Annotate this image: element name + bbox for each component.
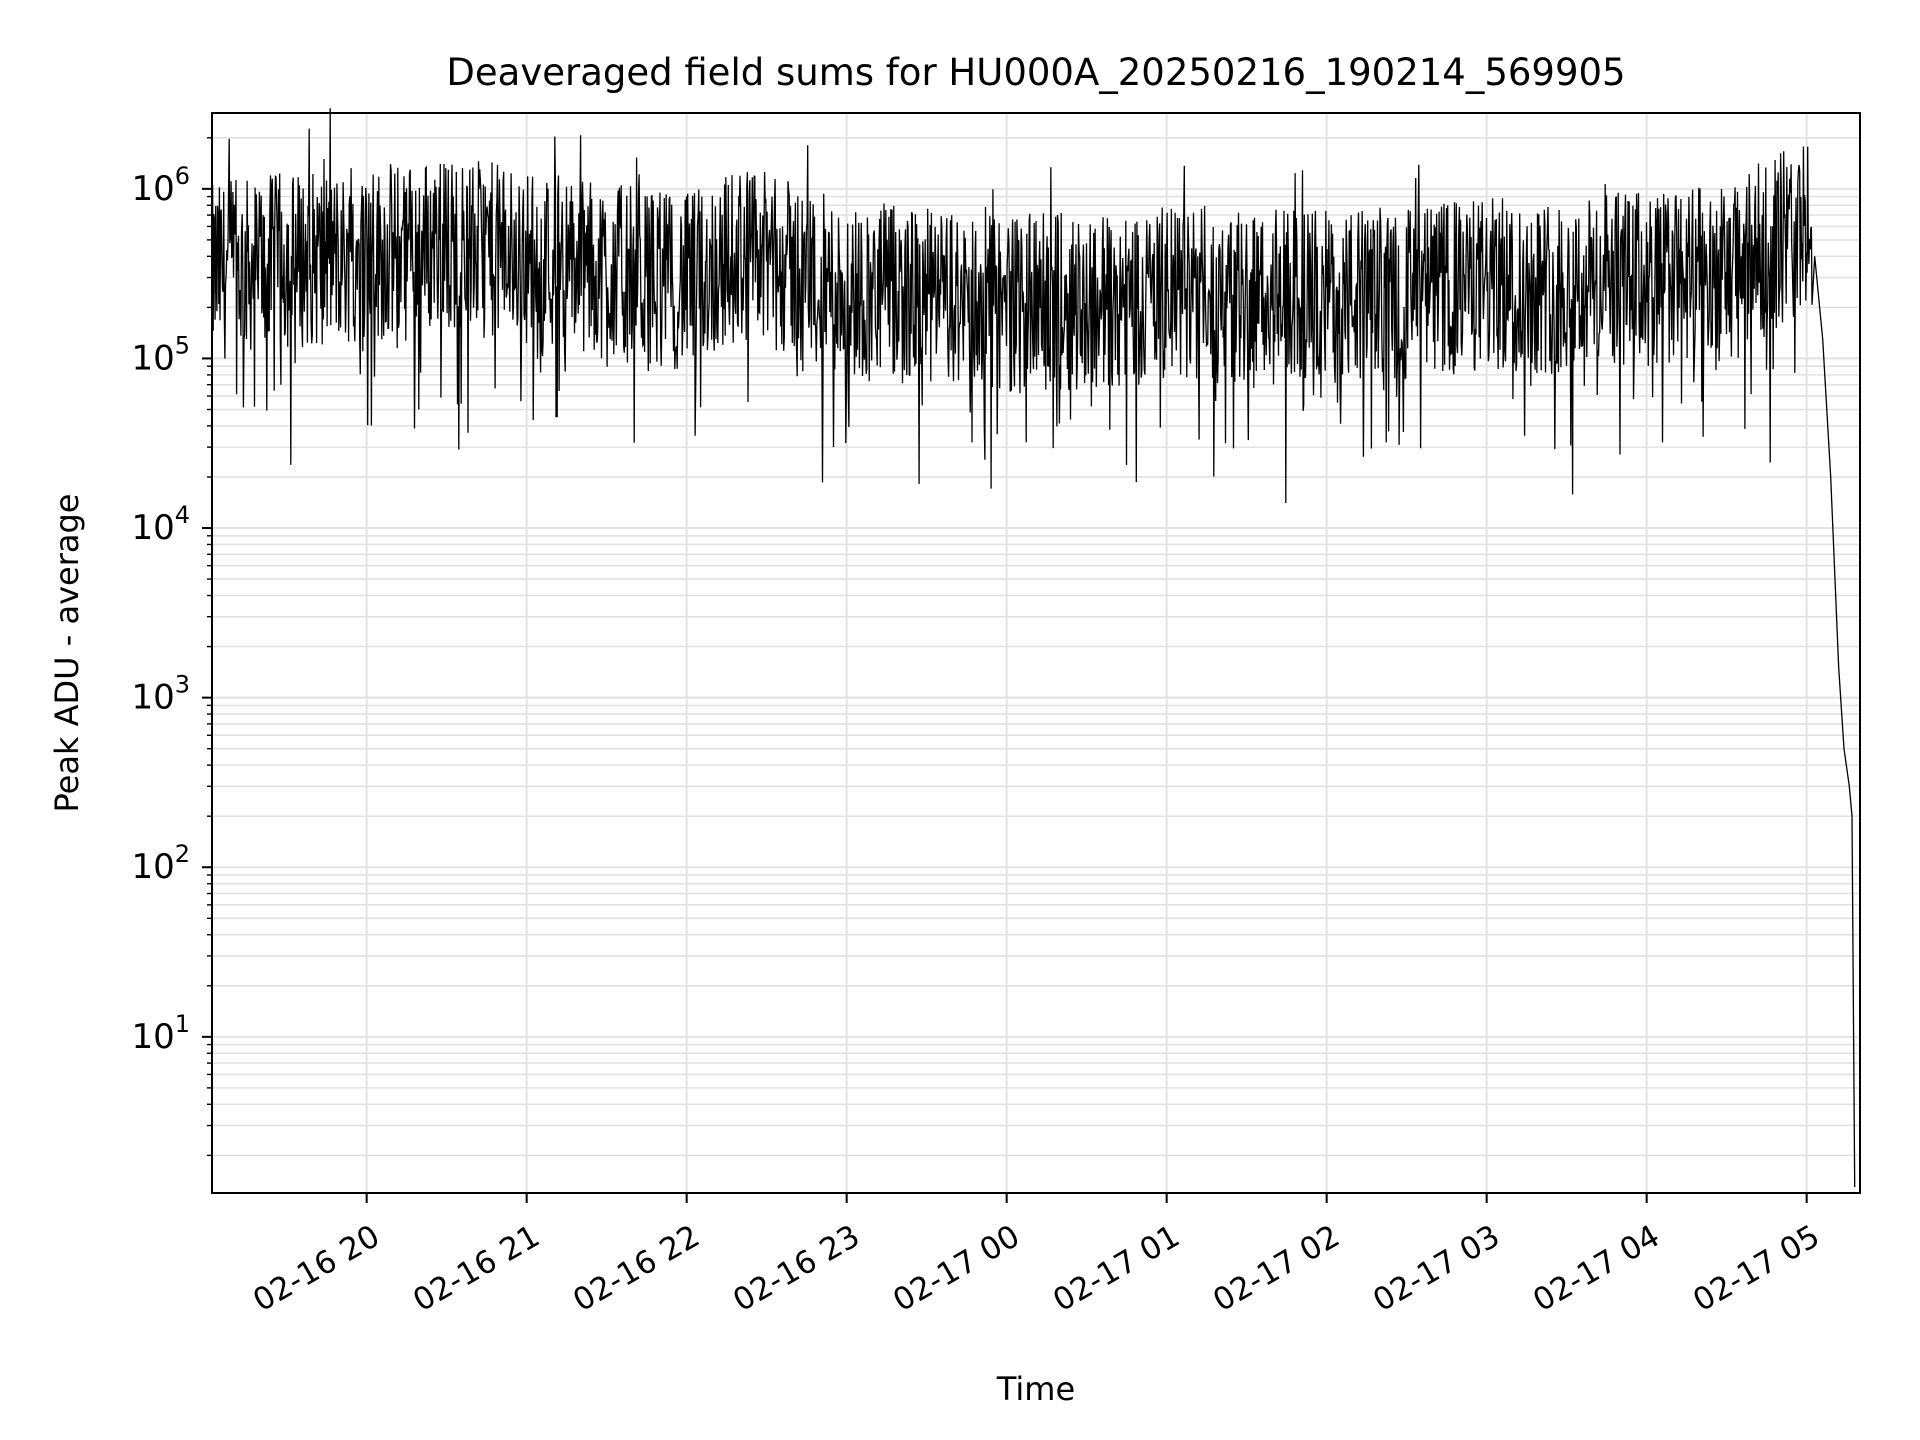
y-axis: 101 102 103 104 105 106 — [131, 137, 212, 1157]
plot-frame — [211, 112, 1861, 1194]
y-tick-label: 104 — [131, 501, 190, 548]
y-tick-label: 105 — [131, 331, 190, 378]
y-tick-label: 102 — [131, 840, 190, 887]
chart-title: Deaveraged field sums for HU000A_2025021… — [446, 51, 1625, 94]
series-line — [211, 108, 1856, 1188]
y-tick-label: 103 — [131, 671, 190, 718]
y-tick-label: 101 — [131, 1010, 190, 1057]
y-axis-label: Peak ADU - average — [48, 494, 86, 813]
x-axis-label: Time — [996, 1370, 1075, 1408]
series — [211, 108, 1856, 1188]
y-tick-label: 106 — [131, 162, 190, 209]
